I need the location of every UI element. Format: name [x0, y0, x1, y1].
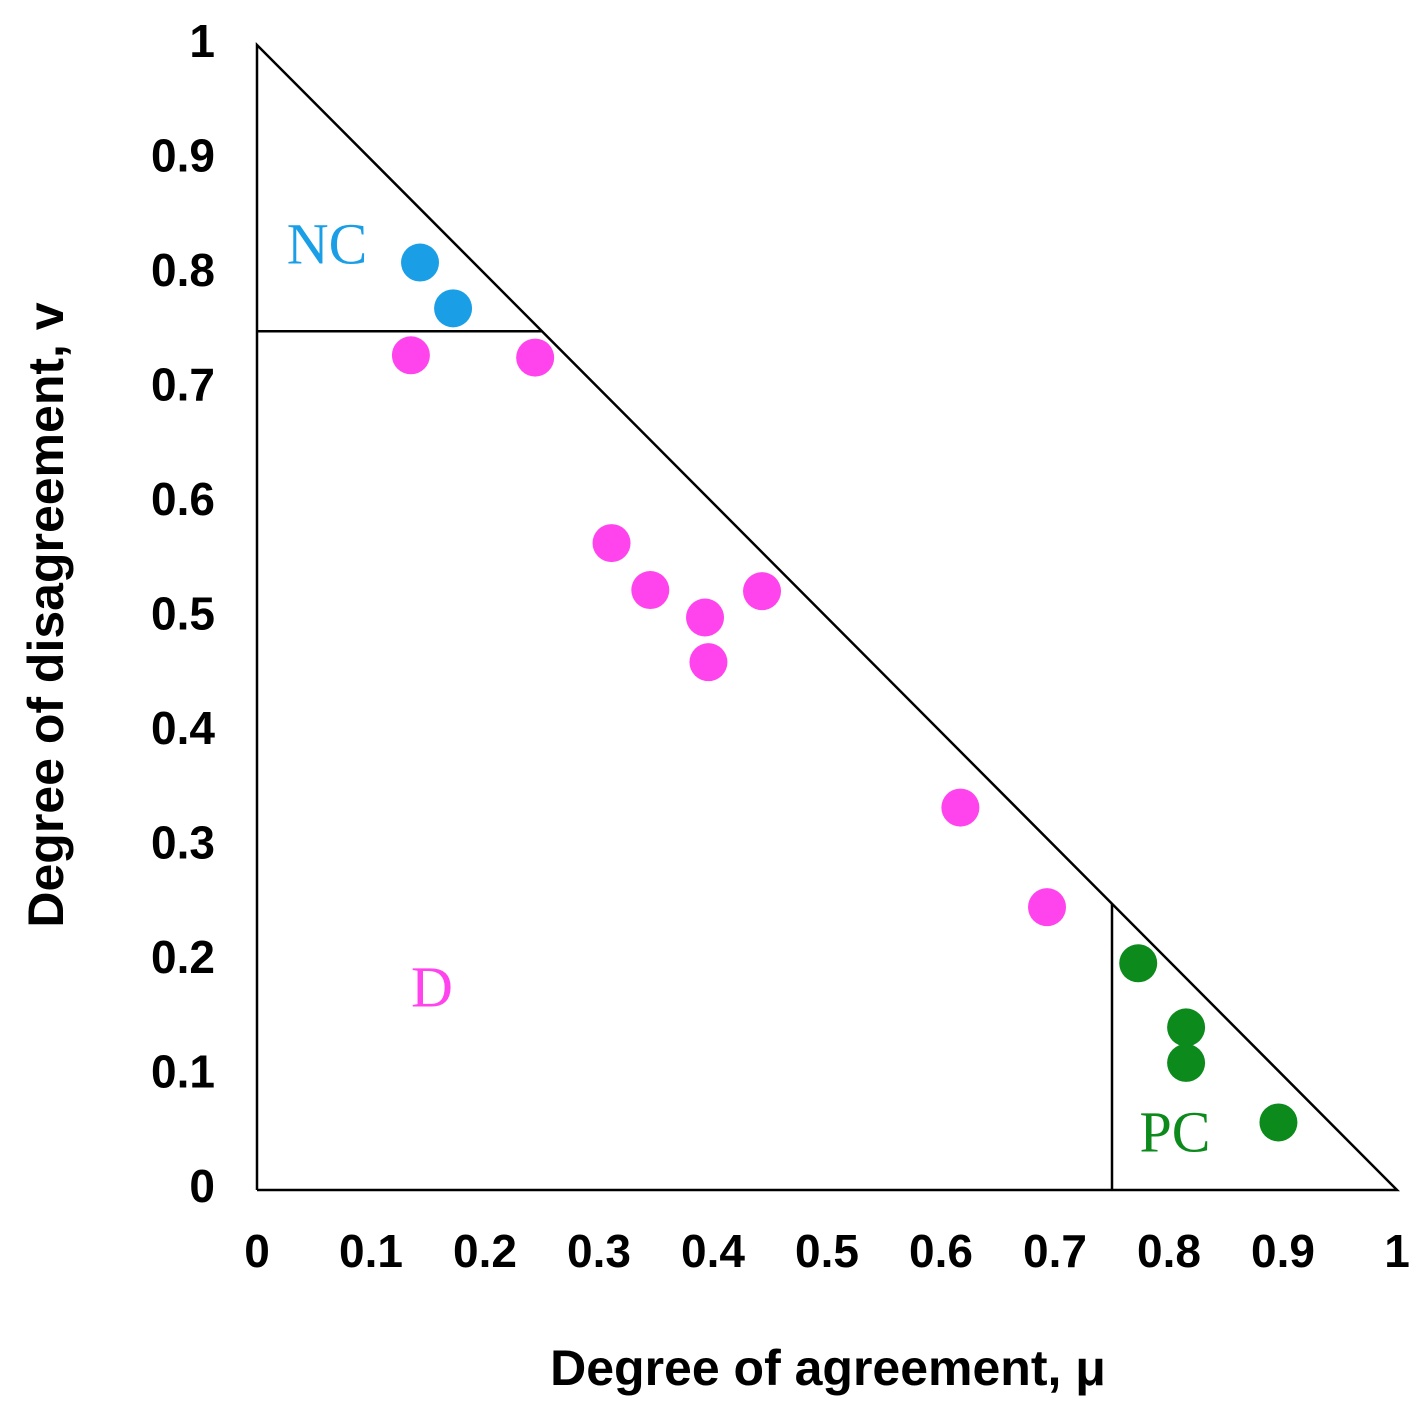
data-point [391, 336, 430, 375]
x-axis-title: Degree of agreement, μ [550, 1340, 1106, 1396]
x-tick-label: 0.3 [567, 1225, 631, 1277]
x-tick-label: 0.4 [681, 1225, 745, 1277]
y-axis-title: Degree of disagreement, v [18, 302, 74, 927]
x-tick-label: 0.2 [453, 1225, 517, 1277]
y-tick-label: 0.7 [151, 359, 215, 411]
y-tick-label: 0.8 [151, 244, 215, 296]
data-point [401, 243, 440, 282]
y-tick-label: 0.9 [151, 130, 215, 182]
y-tick-label: 0.5 [151, 588, 215, 640]
data-point [1119, 944, 1158, 983]
boundary-line [255, 41, 1401, 1192]
data-point [686, 598, 725, 637]
x-tick-label: 0.8 [1137, 1225, 1201, 1277]
data-point [592, 524, 631, 563]
data-point [689, 643, 728, 682]
region-label: NC [287, 211, 368, 276]
x-tick-label: 0.6 [909, 1225, 973, 1277]
data-point [1167, 1043, 1206, 1082]
x-tick-label: 1 [1384, 1225, 1410, 1277]
region-label: D [411, 954, 453, 1019]
region-label: PC [1140, 1099, 1211, 1164]
x-tick-label: 0.9 [1251, 1225, 1315, 1277]
data-point [434, 289, 473, 328]
y-tick-label: 0.3 [151, 817, 215, 869]
x-tick-label: 0.5 [795, 1225, 859, 1277]
data-point [1028, 888, 1067, 927]
y-tick-label: 0.1 [151, 1046, 215, 1098]
data-point [516, 338, 555, 377]
data-point [743, 572, 782, 611]
data-point [941, 788, 980, 827]
data-point [631, 571, 670, 610]
data-point [1259, 1103, 1298, 1142]
y-tick-label: 0.4 [151, 702, 215, 754]
y-tick-label: 0 [189, 1160, 215, 1212]
data-point [1167, 1008, 1206, 1047]
x-tick-label: 0.1 [339, 1225, 403, 1277]
x-tick-label: 0 [244, 1225, 270, 1277]
x-tick-label: 0.7 [1023, 1225, 1087, 1277]
y-tick-label: 0.6 [151, 473, 215, 525]
y-tick-label: 0.2 [151, 931, 215, 983]
y-tick-label: 1 [189, 15, 215, 67]
